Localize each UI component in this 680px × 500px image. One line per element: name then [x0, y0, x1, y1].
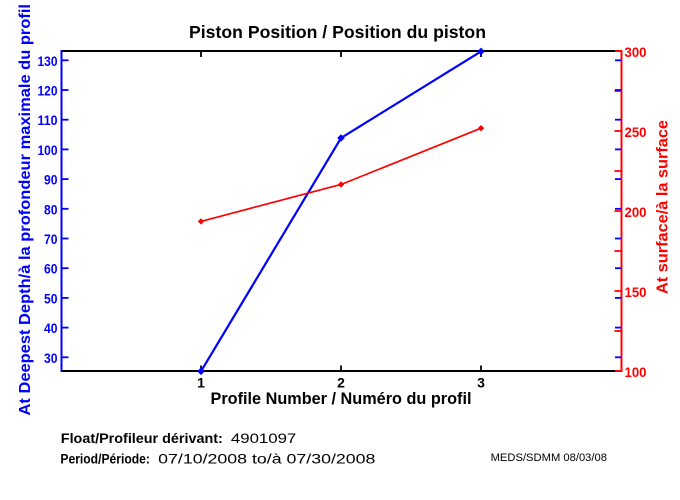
svg-text:200: 200 — [625, 204, 647, 220]
svg-text:Float/Profileur dérivant:: Float/Profileur dérivant: — [61, 431, 223, 446]
svg-text:Profile Number / Numéro du pro: Profile Number / Numéro du profil — [211, 389, 472, 408]
svg-text:At Deepest Depth/à la profonde: At Deepest Depth/à la profondeur maximal… — [17, 4, 34, 416]
svg-text:130: 130 — [38, 53, 58, 69]
svg-text:MEDS/SDMM 08/03/08: MEDS/SDMM 08/03/08 — [491, 452, 607, 464]
svg-text:1: 1 — [197, 375, 205, 391]
svg-text:250: 250 — [625, 124, 647, 140]
svg-text:40: 40 — [44, 320, 58, 336]
svg-text:120: 120 — [38, 83, 58, 99]
svg-text:70: 70 — [44, 231, 58, 247]
svg-text:100: 100 — [38, 142, 58, 158]
svg-text:3: 3 — [477, 375, 485, 391]
svg-text:30: 30 — [44, 350, 58, 366]
svg-text:80: 80 — [44, 201, 58, 217]
svg-text:60: 60 — [44, 261, 58, 277]
svg-text:4901097: 4901097 — [231, 431, 296, 446]
svg-text:Piston Position / Position du: Piston Position / Position du piston — [189, 22, 486, 42]
svg-text:100: 100 — [625, 364, 647, 380]
svg-text:50: 50 — [44, 290, 58, 306]
svg-text:90: 90 — [44, 172, 58, 188]
svg-text:07/10/2008 to/à 07/30/2008: 07/10/2008 to/à 07/30/2008 — [158, 452, 375, 467]
svg-text:2: 2 — [337, 375, 345, 391]
svg-text:110: 110 — [38, 112, 58, 128]
svg-text:300: 300 — [625, 44, 647, 60]
svg-text:At surface/à la surface: At surface/à la surface — [655, 120, 672, 294]
svg-text:Period/Période:: Period/Période: — [60, 452, 149, 467]
svg-text:150: 150 — [625, 284, 647, 300]
